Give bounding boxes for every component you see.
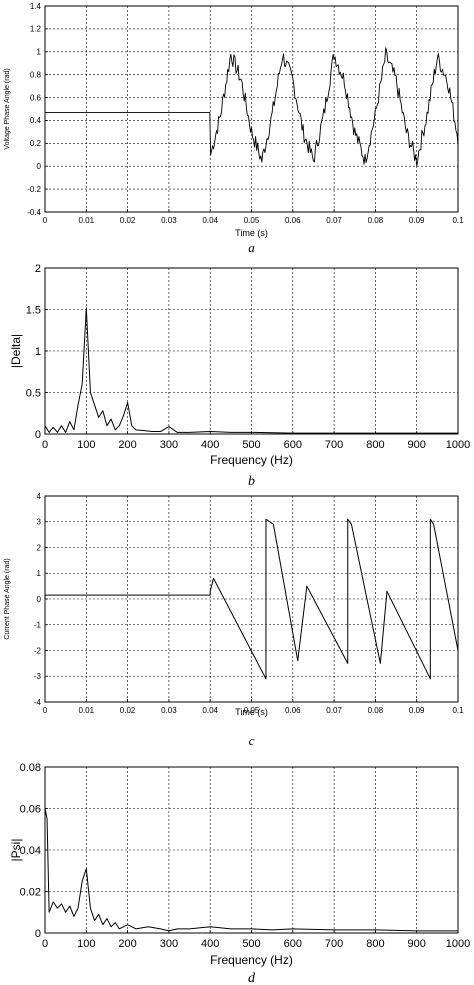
y-tick-label: -1 xyxy=(34,621,42,630)
x-tick-label: 0.03 xyxy=(161,706,177,715)
y-tick-label: 2 xyxy=(35,263,41,275)
x-tick-label: 700 xyxy=(325,938,343,950)
x-tick-label: 800 xyxy=(366,938,384,950)
x-tick-label: 900 xyxy=(408,938,426,950)
x-axis-label: Time (s) xyxy=(235,707,268,717)
y-axis-label: |Psi| xyxy=(9,839,23,862)
y-tick-label: 2 xyxy=(37,543,42,552)
y-axis-label: |Delta| xyxy=(9,334,23,368)
y-tick-label: -2 xyxy=(34,646,42,655)
y-tick-label: 1.2 xyxy=(30,25,42,34)
x-tick-label: 1000 xyxy=(446,938,470,950)
y-tick-label: 4 xyxy=(37,492,42,501)
x-tick-label: 0.09 xyxy=(409,706,425,715)
axes-frame xyxy=(44,267,459,435)
x-tick-label: 0.08 xyxy=(368,216,384,225)
x-axis-label: Frequency (Hz) xyxy=(210,953,293,967)
x-tick-label: 0 xyxy=(43,216,48,225)
x-tick-label: 300 xyxy=(160,439,178,451)
x-tick-label: 900 xyxy=(408,439,426,451)
y-tick-label: 1.5 xyxy=(26,304,41,316)
series-line xyxy=(44,808,458,932)
y-tick-label: 1 xyxy=(37,48,42,57)
x-tick-label: 500 xyxy=(242,439,260,451)
x-tick-label: 0.07 xyxy=(326,706,342,715)
x-tick-label: 100 xyxy=(77,439,95,451)
series-line xyxy=(45,518,459,680)
x-tick-label: 0.09 xyxy=(409,216,425,225)
x-axis-label: Time (s) xyxy=(235,228,268,238)
x-tick-label: 400 xyxy=(201,938,219,950)
x-tick-label: 1000 xyxy=(446,439,470,451)
x-tick-label: 100 xyxy=(77,938,95,950)
y-tick-label: 0 xyxy=(37,595,42,604)
y-tick-label: 0.04 xyxy=(20,845,41,857)
x-tick-label: 300 xyxy=(160,938,178,950)
x-tick-label: 0.05 xyxy=(244,216,260,225)
x-tick-label: 0 xyxy=(42,439,48,451)
x-tick-label: 400 xyxy=(201,439,219,451)
y-tick-label: -4 xyxy=(34,698,42,707)
y-tick-label: 0.08 xyxy=(20,762,41,774)
chart-panel-c: 0 0.01 0.02 0.03 0.04 0.05 0.06 0.07 0.08 0.09 0.1… xyxy=(4,492,464,748)
y-tick-label: 0.06 xyxy=(20,803,41,815)
y-tick-label: 0 xyxy=(35,928,41,940)
x-tick-label: 0 xyxy=(42,938,48,950)
x-tick-label: 0.1 xyxy=(452,706,464,715)
x-tick-label: 200 xyxy=(118,938,136,950)
x-tick-label: 0.06 xyxy=(285,706,301,715)
panel-letter: a xyxy=(248,240,255,255)
x-tick-label: 0.02 xyxy=(120,706,136,715)
x-tick-label: 600 xyxy=(284,439,302,451)
chart-panel-d: 0 100 200 300 400 500 600 700 800 900 1000 0 0.02 0.0… xyxy=(9,762,470,985)
series-line xyxy=(44,307,458,434)
axes-frame xyxy=(44,495,459,703)
x-tick-label: 0 xyxy=(43,706,48,715)
x-tick-label: 0.05 xyxy=(244,706,260,715)
x-tick-label: 0.01 xyxy=(79,216,95,225)
y-tick-label: -3 xyxy=(34,672,42,681)
x-tick-label: 0.02 xyxy=(120,216,136,225)
y-tick-label: 0.02 xyxy=(20,886,41,898)
panel-letter: c xyxy=(249,733,255,748)
chart-panel-b: 0 100 200 300 400 500 600 700 800 900 1000 0 0.5 1 1.5… xyxy=(9,263,470,489)
x-tick-label: 0.04 xyxy=(202,216,218,225)
y-tick-label: -0.2 xyxy=(27,185,41,194)
x-tick-label: 700 xyxy=(325,439,343,451)
y-tick-label: 0.5 xyxy=(26,387,41,399)
y-axis-label: Voltage Phase Angle (rad) xyxy=(4,68,11,149)
axes-frame xyxy=(44,5,459,213)
y-tick-label: 1 xyxy=(37,569,42,578)
x-tick-label: 0.07 xyxy=(326,216,342,225)
x-tick-label: 0.08 xyxy=(368,706,384,715)
y-tick-label: 3 xyxy=(37,518,42,527)
x-tick-label: 0.06 xyxy=(285,216,301,225)
panel-letter: b xyxy=(248,474,255,489)
y-tick-label: 1.4 xyxy=(30,2,42,11)
panel-letter: d xyxy=(248,971,256,985)
x-tick-label: 0.04 xyxy=(202,706,218,715)
y-tick-label: 0 xyxy=(35,429,41,441)
series-line xyxy=(45,47,459,167)
x-axis-label: Frequency (Hz) xyxy=(210,453,293,467)
y-tick-label: 0.8 xyxy=(30,70,42,79)
y-tick-label: 0.4 xyxy=(30,116,42,125)
y-tick-label: -0.4 xyxy=(27,208,41,217)
chart-panel-a: 0 0.01 0.02 0.03 0.04 0.05 0.06 0.07 0.08 0.09 0.1… xyxy=(4,2,464,255)
y-axis-label: Current Phase Angle (rad) xyxy=(4,558,11,639)
x-tick-label: 0.03 xyxy=(161,216,177,225)
x-tick-label: 800 xyxy=(366,439,384,451)
axes-frame xyxy=(44,766,459,934)
x-tick-label: 500 xyxy=(242,938,260,950)
y-tick-label: 0.6 xyxy=(30,93,42,102)
x-tick-label: 0.01 xyxy=(79,706,95,715)
y-tick-label: 1 xyxy=(35,346,41,358)
x-tick-label: 200 xyxy=(118,439,136,451)
y-tick-label: 0.2 xyxy=(30,139,42,148)
y-tick-label: 0 xyxy=(37,162,42,171)
x-tick-label: 600 xyxy=(284,938,302,950)
x-tick-label: 0.1 xyxy=(452,216,464,225)
